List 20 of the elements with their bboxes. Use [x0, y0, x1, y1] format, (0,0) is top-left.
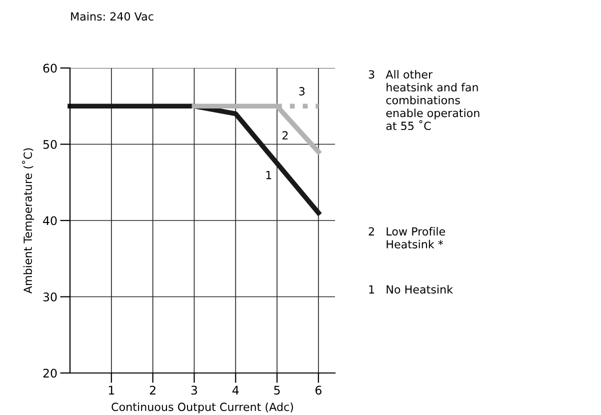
x-tick-label: 6	[316, 386, 322, 395]
x-tick-label: 3	[191, 386, 198, 395]
x-tick-label: 2	[150, 386, 156, 394]
text: 3 All other heatsink and fan combinations enable operation at 55 ˚C	[368, 70, 480, 130]
y-axis-title: Ambient Temperature (˚C)	[22, 148, 34, 294]
text: Mains: 240 Vac	[71, 12, 154, 21]
series-label: 2	[282, 131, 288, 140]
y-tick-label: 60	[43, 64, 57, 73]
x-axis-title: Continuous Output Current (Adc)	[112, 402, 294, 414]
x-tick-label: 1	[108, 386, 114, 394]
y-tick-label: 50	[43, 140, 57, 149]
x-tick-label: 5	[274, 386, 280, 395]
series-label: 3	[299, 87, 305, 96]
text: 2 Low Profile Heatsink *	[368, 227, 446, 248]
series-label: 1	[266, 170, 272, 180]
y-tick-label: 40	[43, 216, 57, 226]
text: 1 No Heatsink	[369, 285, 453, 294]
x-tick-label: 4	[232, 386, 239, 394]
y-tick-label: 30	[43, 292, 57, 302]
y-tick-label: 20	[43, 368, 57, 378]
